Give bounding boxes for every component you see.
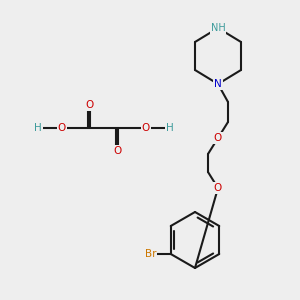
Text: O: O: [214, 133, 222, 143]
Text: N: N: [214, 79, 222, 89]
Text: O: O: [114, 146, 122, 156]
Text: Br: Br: [145, 249, 157, 259]
Text: O: O: [86, 100, 94, 110]
Text: O: O: [58, 123, 66, 133]
Text: NH: NH: [211, 23, 225, 33]
Text: O: O: [142, 123, 150, 133]
Text: O: O: [214, 183, 222, 193]
Text: H: H: [34, 123, 42, 133]
Text: H: H: [166, 123, 174, 133]
